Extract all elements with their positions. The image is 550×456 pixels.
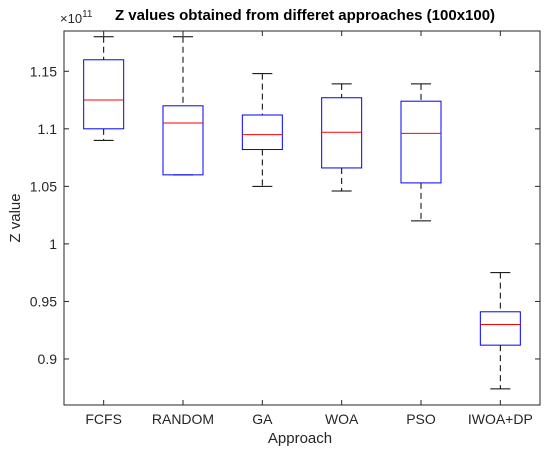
box-random: [162, 105, 204, 176]
x-tick-label: WOA: [325, 411, 359, 427]
y-tick-label: 1.15: [30, 63, 57, 79]
y-axis-exponent-power: 11: [82, 9, 93, 20]
x-tick-label: GA: [252, 411, 273, 427]
x-tick-label: RANDOM: [152, 411, 214, 427]
y-axis-exponent-base: ×10: [60, 11, 82, 26]
y-axis-title: Z value: [7, 193, 24, 242]
box-pso: [400, 100, 442, 184]
y-axis-exponent: ×1011: [60, 9, 93, 26]
plot-frame: [63, 30, 541, 406]
y-tick-label: 1.05: [30, 178, 57, 194]
x-tick-label: IWOA+DP: [468, 411, 533, 427]
x-axis-title: Approach: [268, 430, 332, 447]
y-tick-label: 0.9: [38, 351, 58, 367]
box-woa: [321, 97, 363, 169]
x-tick-label: FCFS: [85, 411, 122, 427]
box-iwoa-dp: [479, 311, 521, 346]
plot-area: 0.9 0.95 1 1.05 1.1 1.15 FCFS RANDOM GA WOA PSO IWO…: [30, 30, 541, 427]
box-ga: [241, 114, 283, 151]
y-tick-label: 1.1: [38, 121, 58, 137]
box-fcfs: [83, 59, 125, 130]
x-tick-label: PSO: [406, 411, 436, 427]
y-tick-label: 1: [49, 236, 57, 252]
chart-title: Z values obtained from differet approach…: [115, 7, 495, 24]
y-tick-label: 0.95: [30, 293, 57, 309]
